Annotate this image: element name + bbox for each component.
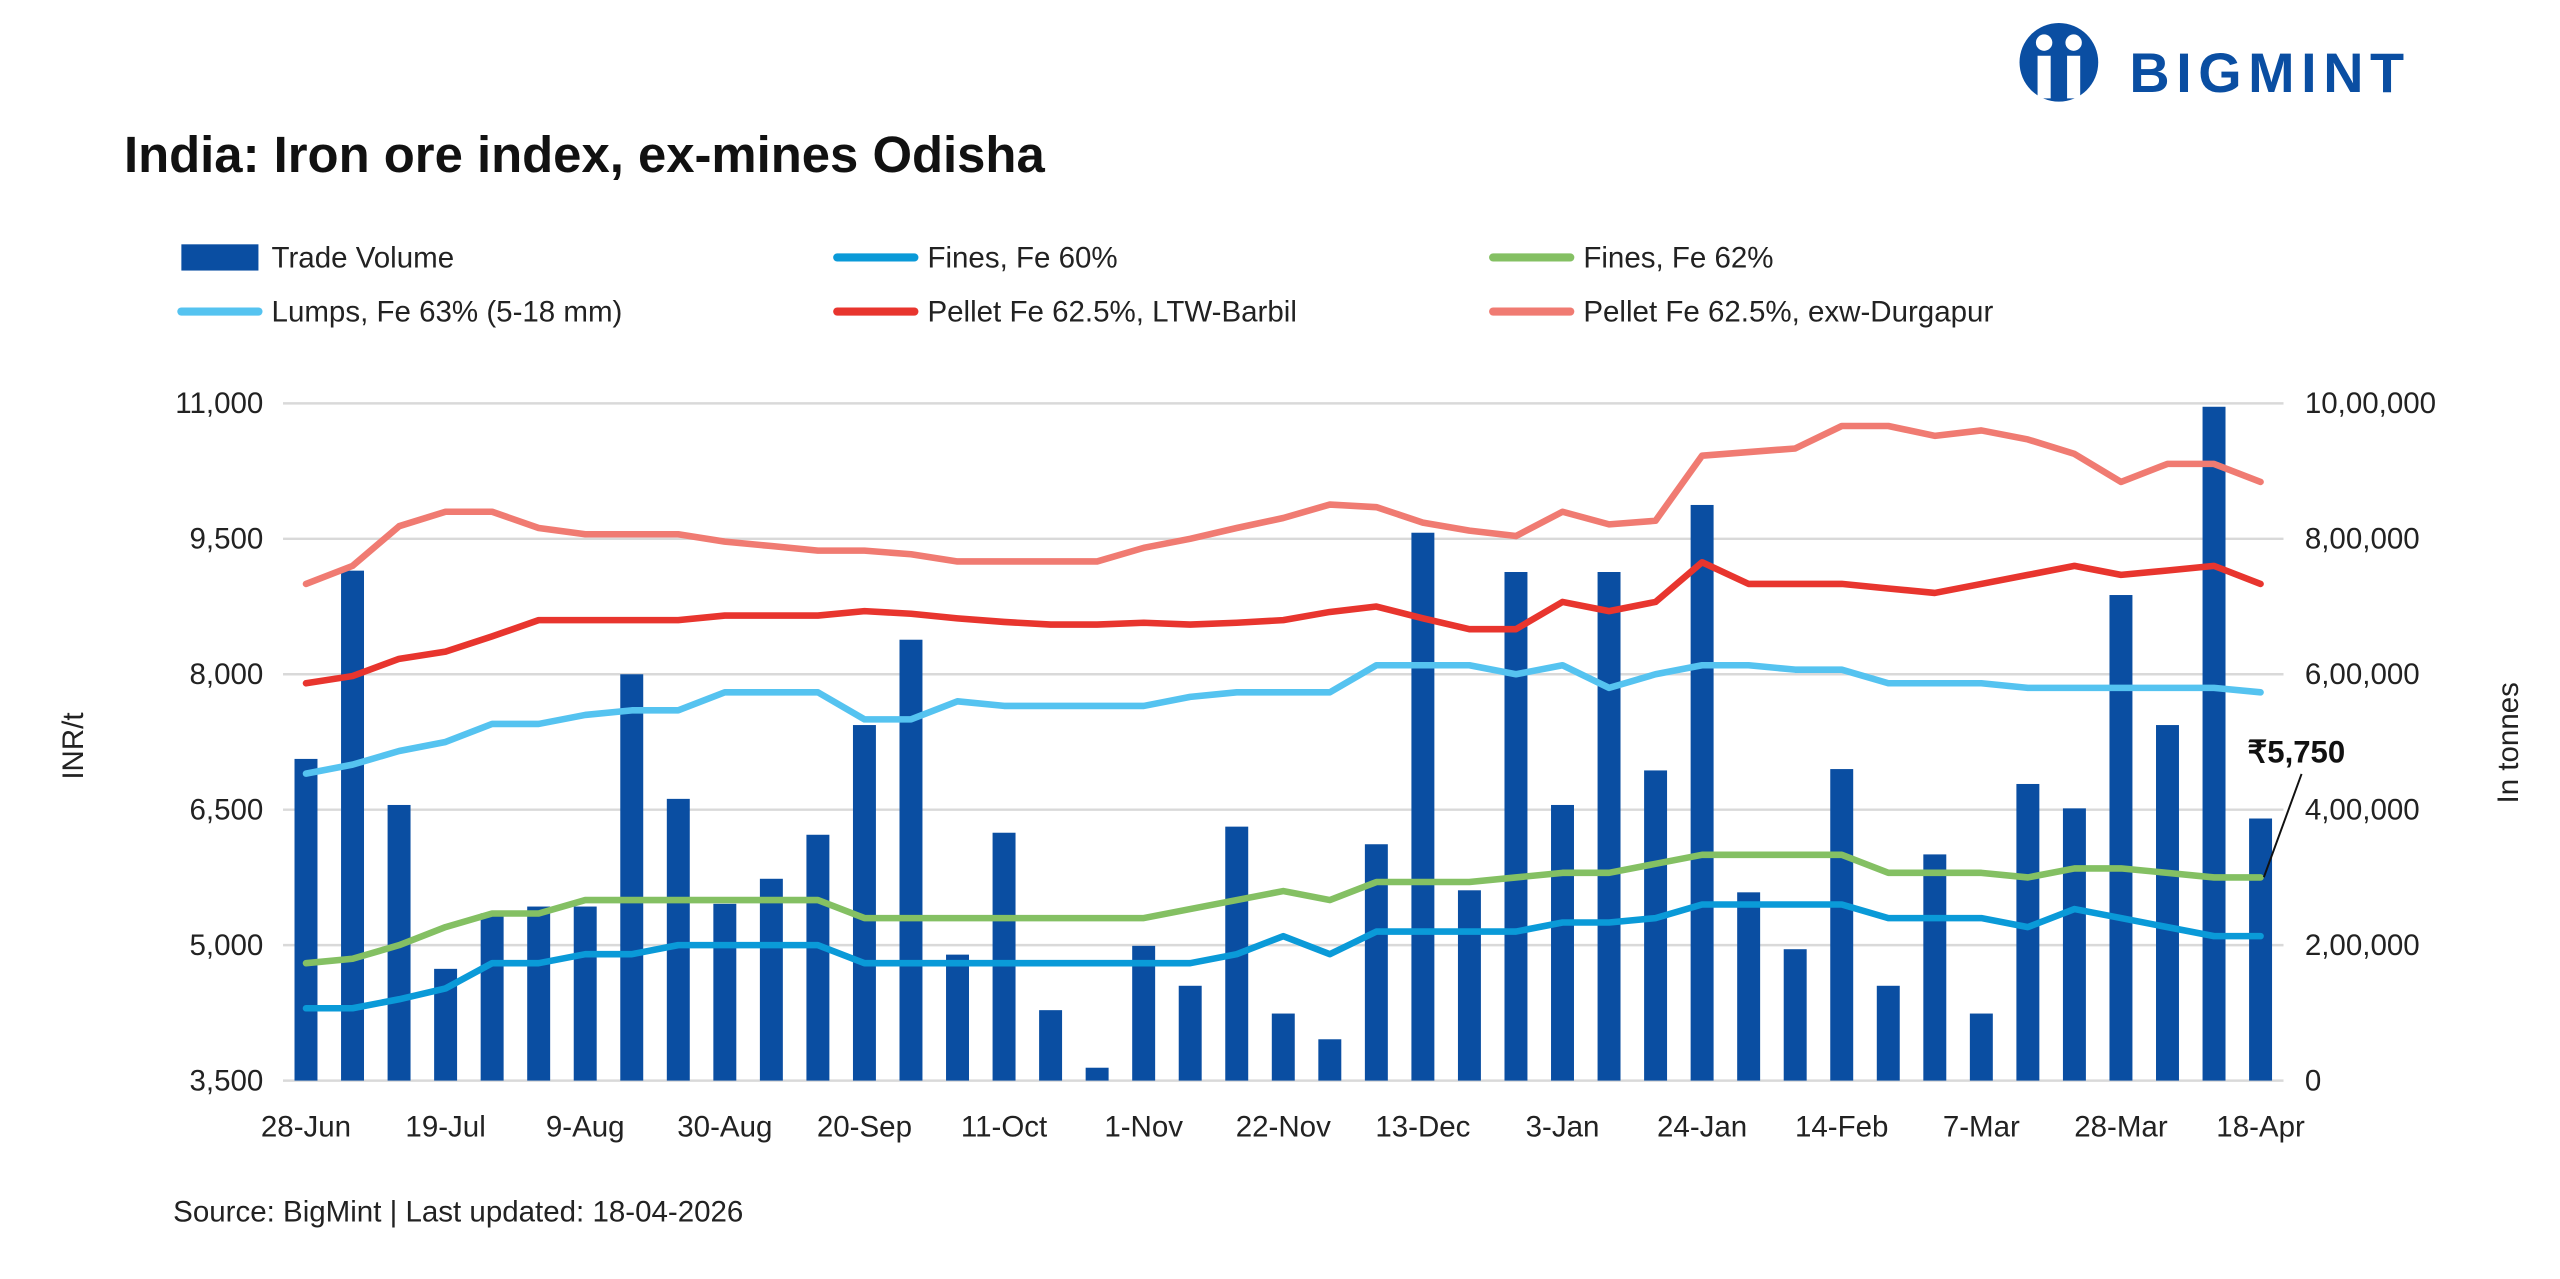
x-axis-ticks: 28-Jun 19-Jul 9-Aug 30-Aug 20-Sep 11-Oct 1-Nov… [261,1110,2305,1143]
line-fines-fe-62- [302,851,2264,967]
legend-label: Fines, Fe 62% [1583,241,1773,274]
bar-trade-volume [2062,808,2086,1081]
right-tick-label: 8,00,000 [2305,523,2420,556]
line-pellet-fe-62-5-exw-durgapur [302,422,2264,588]
x-tick-label: 1-Nov [1104,1110,1183,1143]
bar-trade-volume [1783,949,1807,1081]
bar-trade-volume [666,798,690,1081]
line-series [302,422,2264,1012]
bar-trade-volume [480,913,504,1081]
line-lumps-fe-63-5-18-mm- [302,661,2264,777]
left-tick-label: 5,000 [190,929,264,962]
bar-trade-volume [1318,1039,1342,1081]
left-tick-label: 8,000 [190,658,264,691]
bar-trade-volume [2202,406,2226,1081]
right-axis-ticks: 0 2,00,000 4,00,000 6,00,000 8,00,000 10,00,0… [2305,387,2436,1097]
x-tick-label: 28-Mar [2074,1110,2168,1143]
line-fines-fe-60- [302,901,2264,1012]
bar-trade-volume [1551,804,1574,1081]
bar-trade-volume [1457,890,1481,1081]
bar-trade-volume [341,570,365,1081]
right-tick-label: 0 [2305,1064,2321,1097]
bar-trade-volume [1085,1067,1109,1081]
left-axis-label: INR/t [57,712,90,779]
right-tick-label: 10,00,000 [2305,387,2436,420]
bar-trade-volume [1969,1013,1993,1081]
legend-label: Fines, Fe 60% [927,241,1117,274]
brand-name: BIGMINT [2129,42,2410,104]
left-axis-ticks: 3,500 5,000 6,500 8,000 9,500 11,000 [175,387,263,1097]
bar-trade-volume [899,639,923,1081]
bar-trade-volume [294,758,318,1081]
bar-trade-volume [759,878,783,1081]
x-tick-label: 9-Aug [546,1110,625,1143]
legend-label: Pellet Fe 62.5%, LTW-Barbil [927,295,1296,328]
chart-title: India: Iron ore index, ex-mines Odisha [124,126,1045,183]
bar-trade-volume [434,968,458,1081]
bar-trade-volume [946,954,969,1081]
x-tick-label: 18-Apr [2216,1110,2305,1143]
bar-trade-volume [1876,985,1900,1081]
x-tick-label: 14-Feb [1795,1110,1888,1143]
x-tick-label: 24-Jan [1657,1110,1747,1143]
bar-trade-volume [2109,595,2133,1081]
x-tick-label: 3-Jan [1526,1110,1600,1143]
left-tick-label: 3,500 [190,1064,264,1097]
bar-trade-volume [992,832,1016,1081]
bar-trade-volume [1644,770,1668,1081]
bar-trade-volume [2249,818,2273,1081]
annotation-label: ₹5,750 [2247,734,2345,769]
right-tick-label: 6,00,000 [2305,658,2420,691]
bar-trade-volume [1504,572,1528,1081]
bar-trade-volume [1690,504,1714,1081]
x-tick-label: 7-Mar [1943,1110,2020,1143]
bar-trade-volume [1830,769,1854,1081]
bar-trade-volume [1923,854,1947,1081]
bar-series-trade-volume [294,406,2273,1081]
x-tick-label: 22-Nov [1236,1110,1331,1143]
legend-label: Lumps, Fe 63% (5-18 mm) [272,295,623,328]
bar-trade-volume [713,903,737,1081]
left-tick-label: 9,500 [190,523,264,556]
bar-trade-volume [1737,892,1761,1081]
bar-trade-volume [1271,1013,1295,1081]
x-tick-label: 28-Jun [261,1110,351,1143]
legend: Trade Volume Fines, Fe 60% Fines, Fe 62% Lu… [177,241,1993,328]
x-tick-label: 19-Jul [405,1110,485,1143]
legend-swatch-bar [181,244,259,271]
x-tick-label: 20-Sep [817,1110,912,1143]
bar-trade-volume [806,834,830,1081]
bar-trade-volume [2156,725,2179,1081]
bar-trade-volume [1364,844,1388,1081]
bar-trade-volume [1132,945,1156,1081]
x-tick-label: 11-Oct [961,1110,1047,1143]
x-tick-label: 30-Aug [677,1110,772,1143]
line-pellet-fe-62-5-ltw-barbil [302,558,2264,687]
legend-label: Pellet Fe 62.5%, exw-Durgapur [1583,295,1993,328]
bar-trade-volume [1178,985,1202,1081]
bar-trade-volume [1597,572,1621,1081]
right-tick-label: 4,00,000 [2305,794,2420,827]
bar-trade-volume [2016,783,2040,1081]
right-tick-label: 2,00,000 [2305,929,2420,962]
right-axis-label: In tonnes [2492,682,2525,803]
left-tick-label: 11,000 [175,387,263,420]
x-tick-label: 13-Dec [1375,1110,1470,1143]
bar-trade-volume [1411,532,1435,1081]
bar-trade-volume [1039,1010,1063,1081]
source-note: Source: BigMint | Last updated: 18-04-20… [173,1196,743,1229]
legend-label: Trade Volume [272,241,455,274]
bar-trade-volume [527,906,551,1081]
bar-trade-volume [620,674,644,1081]
bigmint-logo: BIGMINT [2019,22,2410,104]
annotation-leader-line [2262,773,2303,878]
left-tick-label: 6,500 [190,794,264,827]
bar-trade-volume [852,725,876,1081]
bar-trade-volume [573,906,597,1081]
